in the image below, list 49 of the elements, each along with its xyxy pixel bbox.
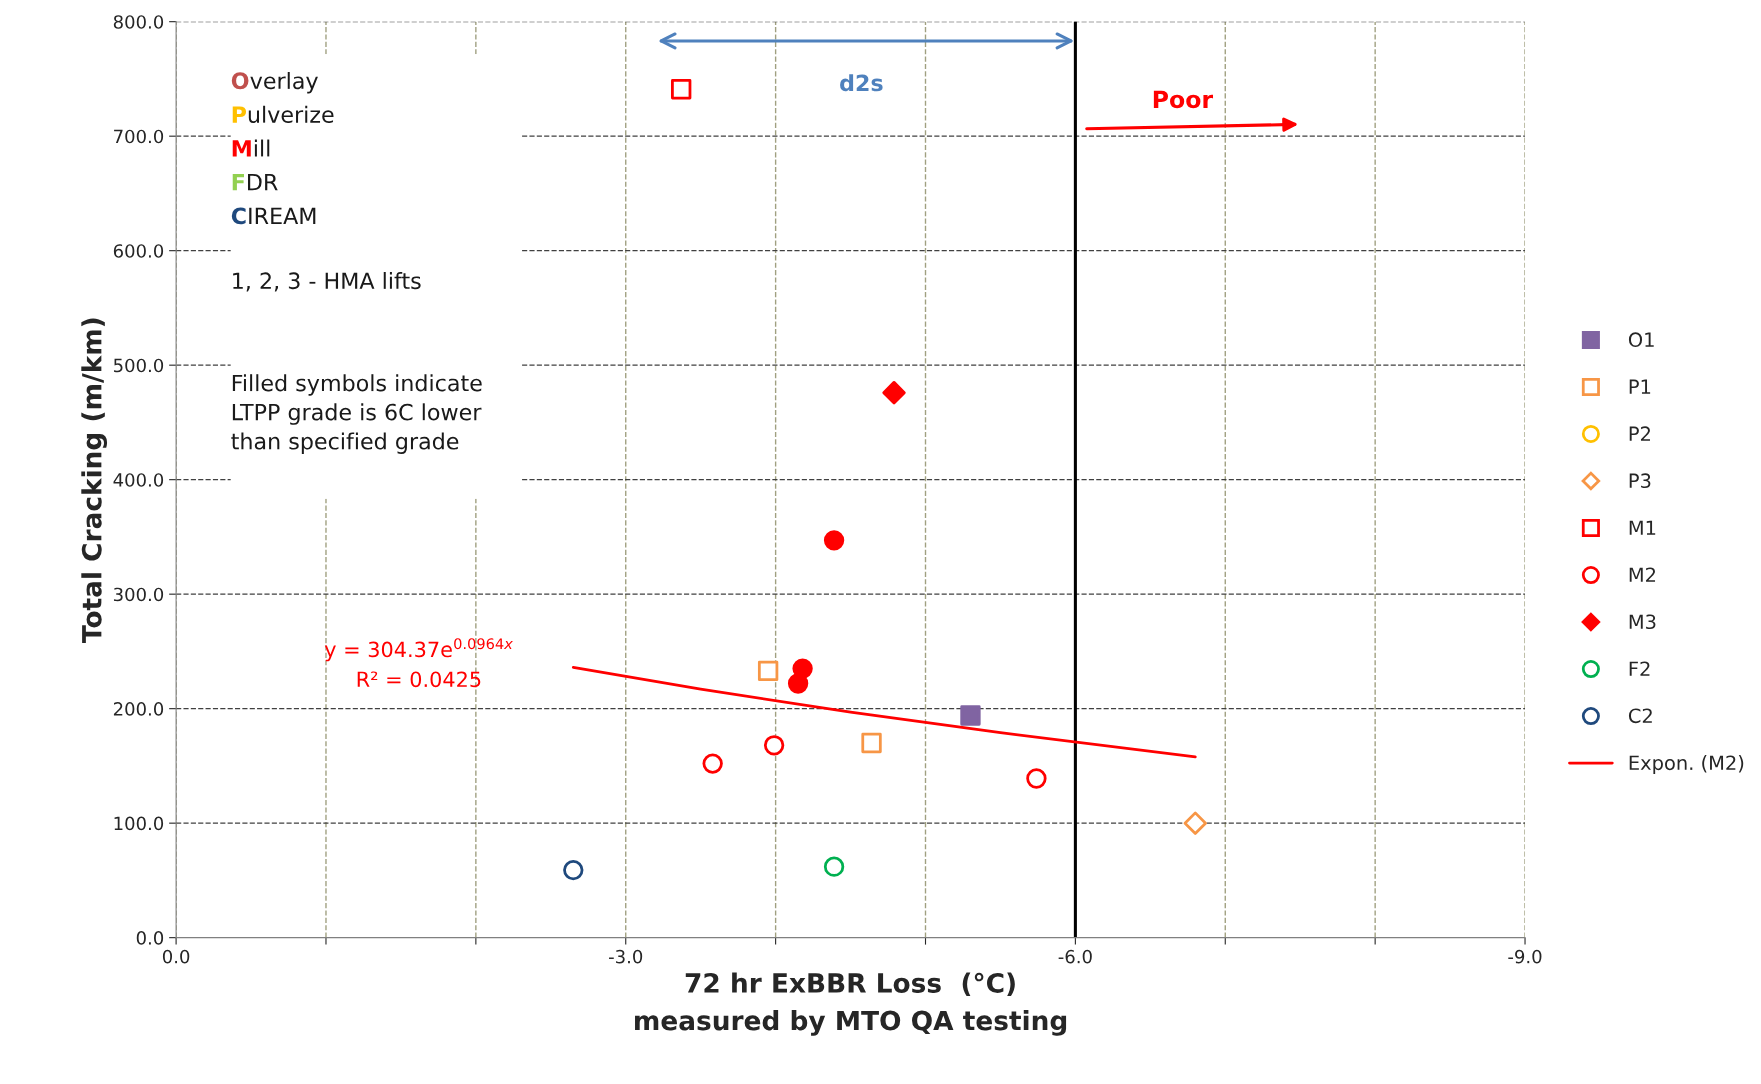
annotation: Pulverize <box>232 105 334 123</box>
annotation: Filled symbols indicate LTPP grade is 6C lower than specified grade <box>231 374 482 454</box>
legend-label: M2 <box>1629 567 1656 582</box>
point <box>960 705 981 726</box>
point <box>861 732 882 754</box>
legend-label: P2 <box>1629 426 1650 441</box>
point <box>823 530 845 551</box>
legend-label: M3 <box>1629 614 1656 630</box>
annotation: Mill <box>232 139 270 157</box>
x-axis-title: 72 hr ExBBR Loss (°C) measured by MTO QA testing <box>635 972 1067 1036</box>
annotation: Poor <box>1153 90 1214 109</box>
legend-label: Expon. (M2) <box>1629 755 1744 774</box>
y-axis-title: Total Cracking (m/km) <box>81 318 108 643</box>
y-tick-label: 300.0 <box>113 587 164 602</box>
y-tick-label: 100.0 <box>114 816 164 831</box>
point <box>1183 811 1207 835</box>
y-tick-label: 0.0 <box>136 931 164 945</box>
point <box>763 735 785 756</box>
y-tick-label: 800.0 <box>113 15 164 29</box>
legend-label: C2 <box>1628 708 1652 724</box>
x-tick-label: 0.0 <box>162 949 190 964</box>
y-tick-label: 700.0 <box>114 129 164 144</box>
point <box>702 753 723 774</box>
point <box>757 660 779 682</box>
x-tick-label: -6.0 <box>1058 949 1092 964</box>
y-tick-label: 400.0 <box>113 473 164 487</box>
annotation: CIREAM <box>231 207 316 225</box>
point <box>882 380 906 405</box>
annotation: Overlay <box>231 71 318 94</box>
point <box>823 856 845 877</box>
annotation: d2s <box>840 74 883 92</box>
point <box>787 673 809 694</box>
annotation: 1, 2, 3 - HMA lifts <box>233 271 421 292</box>
x-tick-label: -3.0 <box>609 949 643 964</box>
legend-label: P1 <box>1629 379 1651 394</box>
point <box>671 79 692 100</box>
point <box>1026 768 1047 789</box>
legend-label: M1 <box>1629 520 1656 535</box>
text: y = 304.37e$^{0.0964x}$ R² = 0.0425 <box>324 638 513 688</box>
line-series <box>571 666 1197 759</box>
point <box>563 859 584 881</box>
y-tick-label: 500.0 <box>114 358 164 373</box>
y-tick-label: 200.0 <box>113 702 164 716</box>
legend-label: F2 <box>1629 661 1650 676</box>
legend-label: O1 <box>1628 332 1654 348</box>
legend-label: P3 <box>1629 473 1651 489</box>
annotation: FDR <box>232 173 278 191</box>
y-tick-label: 600.0 <box>113 244 164 258</box>
x-tick-label: -9.0 <box>1508 949 1542 964</box>
